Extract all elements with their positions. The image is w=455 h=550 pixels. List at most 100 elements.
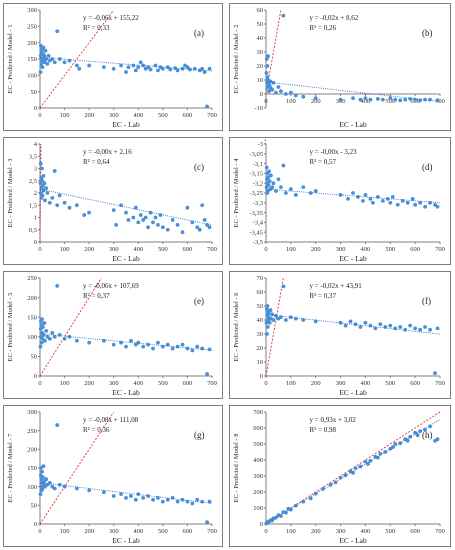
x-tick-label: 400	[361, 246, 371, 253]
data-point	[195, 497, 200, 502]
data-point	[265, 64, 270, 68]
data-point	[205, 520, 209, 525]
y-tick-label: 60	[257, 289, 264, 296]
data-point	[200, 203, 205, 208]
data-point	[156, 340, 160, 345]
data-point	[200, 346, 205, 351]
y-tick-label: 60	[257, 7, 264, 14]
data-point	[39, 340, 44, 345]
x-tick-label: 500	[385, 380, 395, 387]
data-point	[44, 329, 49, 333]
x-tick-label: 600	[183, 528, 193, 535]
y-tick-label: 70	[257, 275, 264, 282]
x-tick-label: 600	[410, 528, 420, 535]
data-point	[267, 320, 272, 325]
data-point	[283, 318, 288, 322]
scatter-chart-8: 0 100 200 300 400 500 600 700 0 100 200 300 400 500 60…	[233, 409, 445, 545]
data-point	[358, 325, 363, 329]
y-axis-title: EC - Predicted / Model - 6	[233, 292, 240, 362]
x-axis-title: EC - Lab	[112, 388, 140, 397]
y-tick-label: 300	[27, 409, 37, 416]
data-point	[385, 196, 390, 201]
r-squared: R² = 0,26	[310, 24, 337, 32]
data-point	[111, 494, 116, 498]
data-point	[87, 340, 92, 345]
data-point	[274, 313, 278, 318]
x-tick-label: 600	[183, 112, 193, 119]
x-tick-label: 400	[361, 380, 371, 387]
data-point	[271, 318, 276, 322]
trend-line	[39, 188, 213, 226]
data-point	[180, 230, 185, 235]
data-point	[46, 53, 51, 58]
y-tick-label: -3,25	[249, 190, 263, 197]
scatter-chart-2: 0 100 200 300 400 500 600 700-100102030405060y …	[233, 7, 445, 129]
y-axis-title: EC - Predicted / Model - 7	[7, 433, 14, 503]
data-point	[283, 510, 288, 515]
reference-line-1to1	[39, 277, 102, 377]
r-squared: R² = 0,37	[83, 292, 110, 300]
y-tick-label: 400	[253, 457, 263, 464]
data-point	[165, 227, 170, 232]
chart-panel-8: 0 100 200 300 400 500 600 700 0 100 200 300 400 500 60…	[229, 405, 451, 547]
data-point	[41, 45, 46, 50]
data-point	[413, 97, 418, 102]
scatter-chart-6: 0 100 200 300 400 500 600 700 0 10 20 30 40 50 60 70 y =…	[233, 275, 445, 397]
data-point	[82, 213, 87, 217]
y-tick-label: 20	[257, 345, 264, 352]
data-point	[288, 90, 293, 95]
data-point	[62, 484, 67, 489]
x-tick-label: 0	[38, 528, 41, 535]
x-tick-label: 600	[183, 246, 193, 253]
x-tick-label: 600	[410, 98, 420, 105]
data-point	[173, 66, 178, 71]
scatter-chart-4: 0 100 200 300 400 500 600 700 -3,5 -3,45 -3,4 -3,35…	[233, 138, 445, 263]
reference-line-1to1	[39, 9, 115, 109]
data-point	[124, 344, 128, 349]
x-tick-label: 500	[158, 246, 168, 253]
data-point	[160, 66, 165, 71]
x-axis-title: EC - Lab	[112, 120, 140, 129]
trend-line	[39, 333, 213, 351]
data-point	[40, 166, 44, 171]
data-point	[40, 317, 44, 322]
data-point	[47, 336, 52, 341]
data-point	[57, 332, 62, 337]
data-point	[393, 442, 398, 446]
chart-panel-3: 0 100 200 300 400 500 600 700 0 0,5 1 1,5 2 2,5 3 3,5 4 y…	[3, 137, 223, 265]
data-point	[57, 193, 62, 198]
data-point	[423, 204, 427, 209]
y-tick-label: -3,35	[249, 210, 263, 217]
y-tick-label: 150	[27, 465, 37, 472]
r-squared: R² = 0,98	[310, 426, 337, 434]
data-point	[165, 497, 170, 502]
y-tick-label: 200	[27, 40, 37, 47]
data-point	[405, 438, 410, 443]
data-point	[378, 451, 383, 456]
trend-equation: y = -0,00x - 3,23	[310, 148, 358, 156]
data-point	[55, 283, 60, 288]
y-tick-label: 600	[253, 425, 263, 432]
y-tick-label: 0	[34, 521, 37, 528]
data-point	[281, 284, 286, 289]
data-point	[281, 13, 286, 18]
data-point	[343, 323, 348, 328]
data-point	[156, 68, 160, 73]
x-tick-label: 500	[385, 528, 395, 535]
data-point	[133, 497, 138, 502]
data-point	[267, 169, 271, 174]
data-point	[151, 220, 155, 225]
data-point	[368, 97, 373, 102]
data-point	[270, 185, 275, 190]
y-tick-label: -3,05	[249, 151, 263, 158]
y-tick-label: 0	[260, 91, 263, 98]
y-tick-label: 30	[257, 49, 264, 56]
chart-panel-7: 0 100 200 300 400 500 600 700 0 50 100 150 200 250 300…	[3, 405, 223, 547]
data-point	[143, 215, 148, 220]
data-point	[267, 311, 271, 315]
data-point	[52, 486, 57, 491]
data-point	[185, 205, 190, 210]
data-point	[62, 336, 67, 341]
data-point	[42, 321, 47, 325]
x-tick-label: 300	[336, 380, 346, 387]
